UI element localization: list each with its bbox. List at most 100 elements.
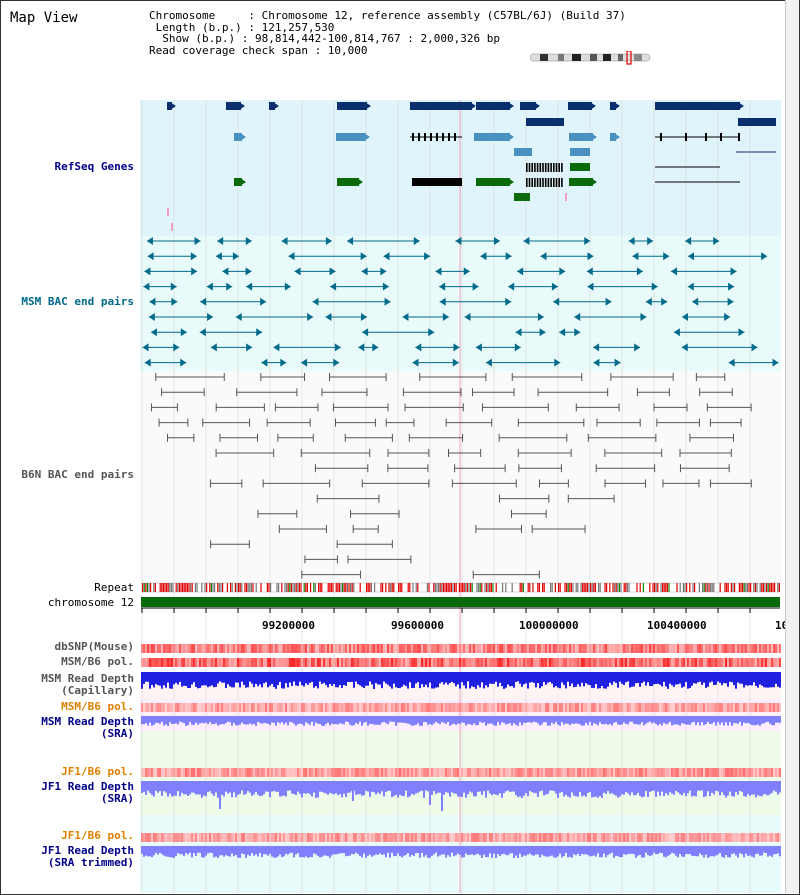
polymorphism-cell	[219, 703, 221, 712]
depth-bar	[377, 716, 379, 725]
polymorphism-cell	[439, 703, 441, 712]
depth-bar	[651, 716, 653, 724]
b6n-bac-label[interactable]: B6N BAC end pairs	[21, 468, 134, 481]
polymorphism-cell	[589, 644, 591, 653]
depth-bar	[411, 846, 413, 855]
dbsnp-label[interactable]: dbSNP(Mouse)	[54, 640, 134, 653]
polymorphism-cell	[637, 644, 639, 653]
depth-bar	[273, 781, 275, 792]
polymorphism-cell	[573, 644, 575, 653]
depth-bar	[747, 781, 749, 795]
polymorphism-cell	[455, 833, 457, 842]
polymorphism-cell	[423, 768, 425, 777]
depth-bar	[259, 672, 261, 685]
msm-bac-label[interactable]: MSM BAC end pairs	[21, 295, 134, 308]
polymorphism-cell	[391, 658, 393, 667]
refseq-genes-label[interactable]: RefSeq Genes	[54, 160, 134, 173]
depth-tracks[interactable]	[141, 644, 781, 858]
chromosome-ideogram[interactable]	[530, 51, 654, 65]
polymorphism-cell	[427, 833, 429, 842]
polymorphism-cell	[237, 658, 239, 667]
polymorphism-cell	[593, 644, 595, 653]
depth-bar	[553, 781, 555, 791]
polymorphism-cell	[671, 768, 673, 777]
polymorphism-cell	[445, 833, 447, 842]
gene-exon	[534, 178, 536, 187]
strand-arrow	[586, 267, 593, 276]
depth-bar	[441, 716, 443, 723]
polymorphism-cell	[247, 644, 249, 653]
polymorphism-cell	[611, 703, 613, 712]
polymorphism-cell	[419, 658, 421, 667]
depth-bar	[613, 846, 615, 858]
polymorphism-cell	[567, 644, 569, 653]
depth-bar	[637, 846, 639, 856]
polymorphism-cell	[569, 768, 571, 777]
polymorphism-cell	[301, 658, 303, 667]
polymorphism-cell	[497, 658, 499, 667]
repeat-element	[738, 583, 740, 592]
polymorphism-cell	[493, 644, 495, 653]
polymorphism-cell	[645, 768, 647, 777]
repeat-element	[529, 583, 531, 592]
polymorphism-cell	[609, 703, 611, 712]
depth-bar	[527, 716, 529, 723]
jf1-depth-trim-label[interactable]: JF1 Read Depth (SRA trimmed)	[41, 844, 134, 869]
polymorphism-cell	[403, 644, 405, 653]
msm-bac-track[interactable]	[142, 237, 779, 367]
depth-bar	[681, 716, 683, 724]
polymorphism-cell	[257, 703, 259, 712]
refseq-genes-track[interactable]	[167, 102, 776, 231]
depth-bar	[459, 672, 461, 689]
polymorphism-cell	[161, 768, 163, 777]
depth-bar	[279, 716, 281, 724]
polymorphism-cell	[489, 644, 491, 653]
depth-bar	[497, 846, 499, 855]
polymorphism-cell	[239, 644, 241, 653]
msm-b6-pol-label[interactable]: MSM/B6 pol.	[61, 655, 134, 668]
strand-arrow	[761, 252, 768, 261]
polymorphism-cell	[667, 703, 669, 712]
depth-bar	[387, 672, 389, 685]
depth-bar	[677, 672, 679, 685]
depth-bar	[259, 716, 261, 723]
msm-depth-sra-label[interactable]: MSM Read Depth (SRA)	[41, 715, 134, 740]
polymorphism-cell	[645, 658, 647, 667]
depth-bar	[309, 846, 311, 858]
right-scroll-strip[interactable]	[785, 0, 799, 893]
depth-bar	[213, 716, 215, 725]
polymorphism-cell	[367, 703, 369, 712]
msm-b6-pol-sra-label[interactable]: MSM/B6 pol.	[61, 700, 134, 713]
polymorphism-cell	[459, 833, 461, 842]
genome-tracks[interactable]	[140, 95, 781, 893]
jf1-b6-pol-label[interactable]: JF1/B6 pol.	[61, 765, 134, 778]
polymorphism-cell	[631, 644, 633, 653]
polymorphism-cell	[169, 768, 171, 777]
depth-bar	[381, 846, 383, 855]
repeat-element	[351, 583, 353, 592]
repeat-element	[161, 583, 163, 592]
depth-bar	[537, 846, 539, 855]
depth-bar	[277, 716, 279, 723]
polymorphism-cell	[495, 833, 497, 842]
depth-bar	[639, 716, 641, 725]
polymorphism-cell	[553, 833, 555, 842]
polymorphism-cell	[611, 644, 613, 653]
polymorphism-cell	[565, 703, 567, 712]
polymorphism-cell	[181, 768, 183, 777]
depth-bar	[229, 716, 231, 723]
polymorphism-cell	[447, 768, 449, 777]
polymorphism-cell	[767, 644, 769, 653]
jf1-b6-pol-trim-label[interactable]: JF1/B6 pol.	[61, 829, 134, 842]
jf1-depth-sra-label[interactable]: JF1 Read Depth (SRA)	[41, 780, 134, 805]
polymorphism-cell	[479, 703, 481, 712]
polymorphism-cell	[385, 703, 387, 712]
repeat-element	[719, 583, 721, 592]
polymorphism-cell	[155, 768, 157, 777]
depth-bar	[503, 781, 505, 794]
b6n-bac-track[interactable]	[150, 373, 752, 579]
polymorphism-cell	[775, 644, 777, 653]
depth-bar	[719, 672, 721, 683]
repeat-track[interactable]	[141, 582, 780, 593]
msm-depth-capillary-label[interactable]: MSM Read Depth (Capillary)	[41, 672, 134, 697]
